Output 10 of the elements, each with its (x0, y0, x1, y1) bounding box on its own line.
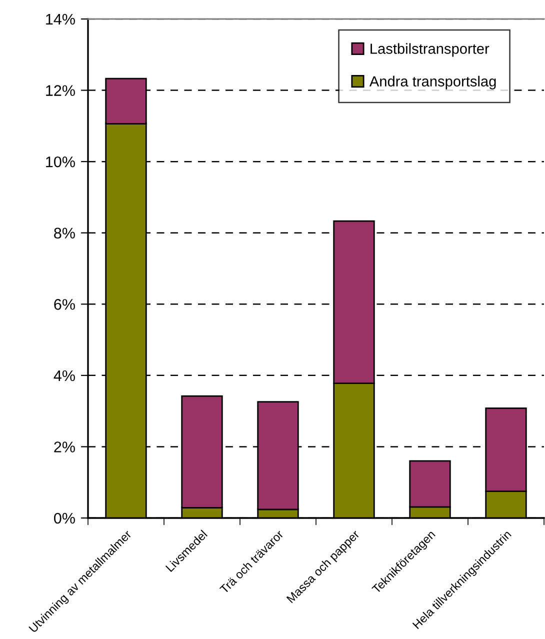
y-tick-label: 8% (54, 228, 75, 239)
y-tick-label: 2% (54, 442, 75, 452)
y-tick-label: 0% (54, 512, 75, 524)
legend-label: Andra transportslag (369, 76, 496, 90)
y-tick-label: 12% (46, 85, 75, 96)
y-tick-label: 10% (46, 156, 75, 168)
y-tick-label: 6% (54, 299, 75, 310)
y-tick-label: 14% (46, 14, 75, 25)
y-tick-label: 4% (54, 370, 75, 382)
legend-label: Lastbilstransporter (370, 43, 490, 57)
